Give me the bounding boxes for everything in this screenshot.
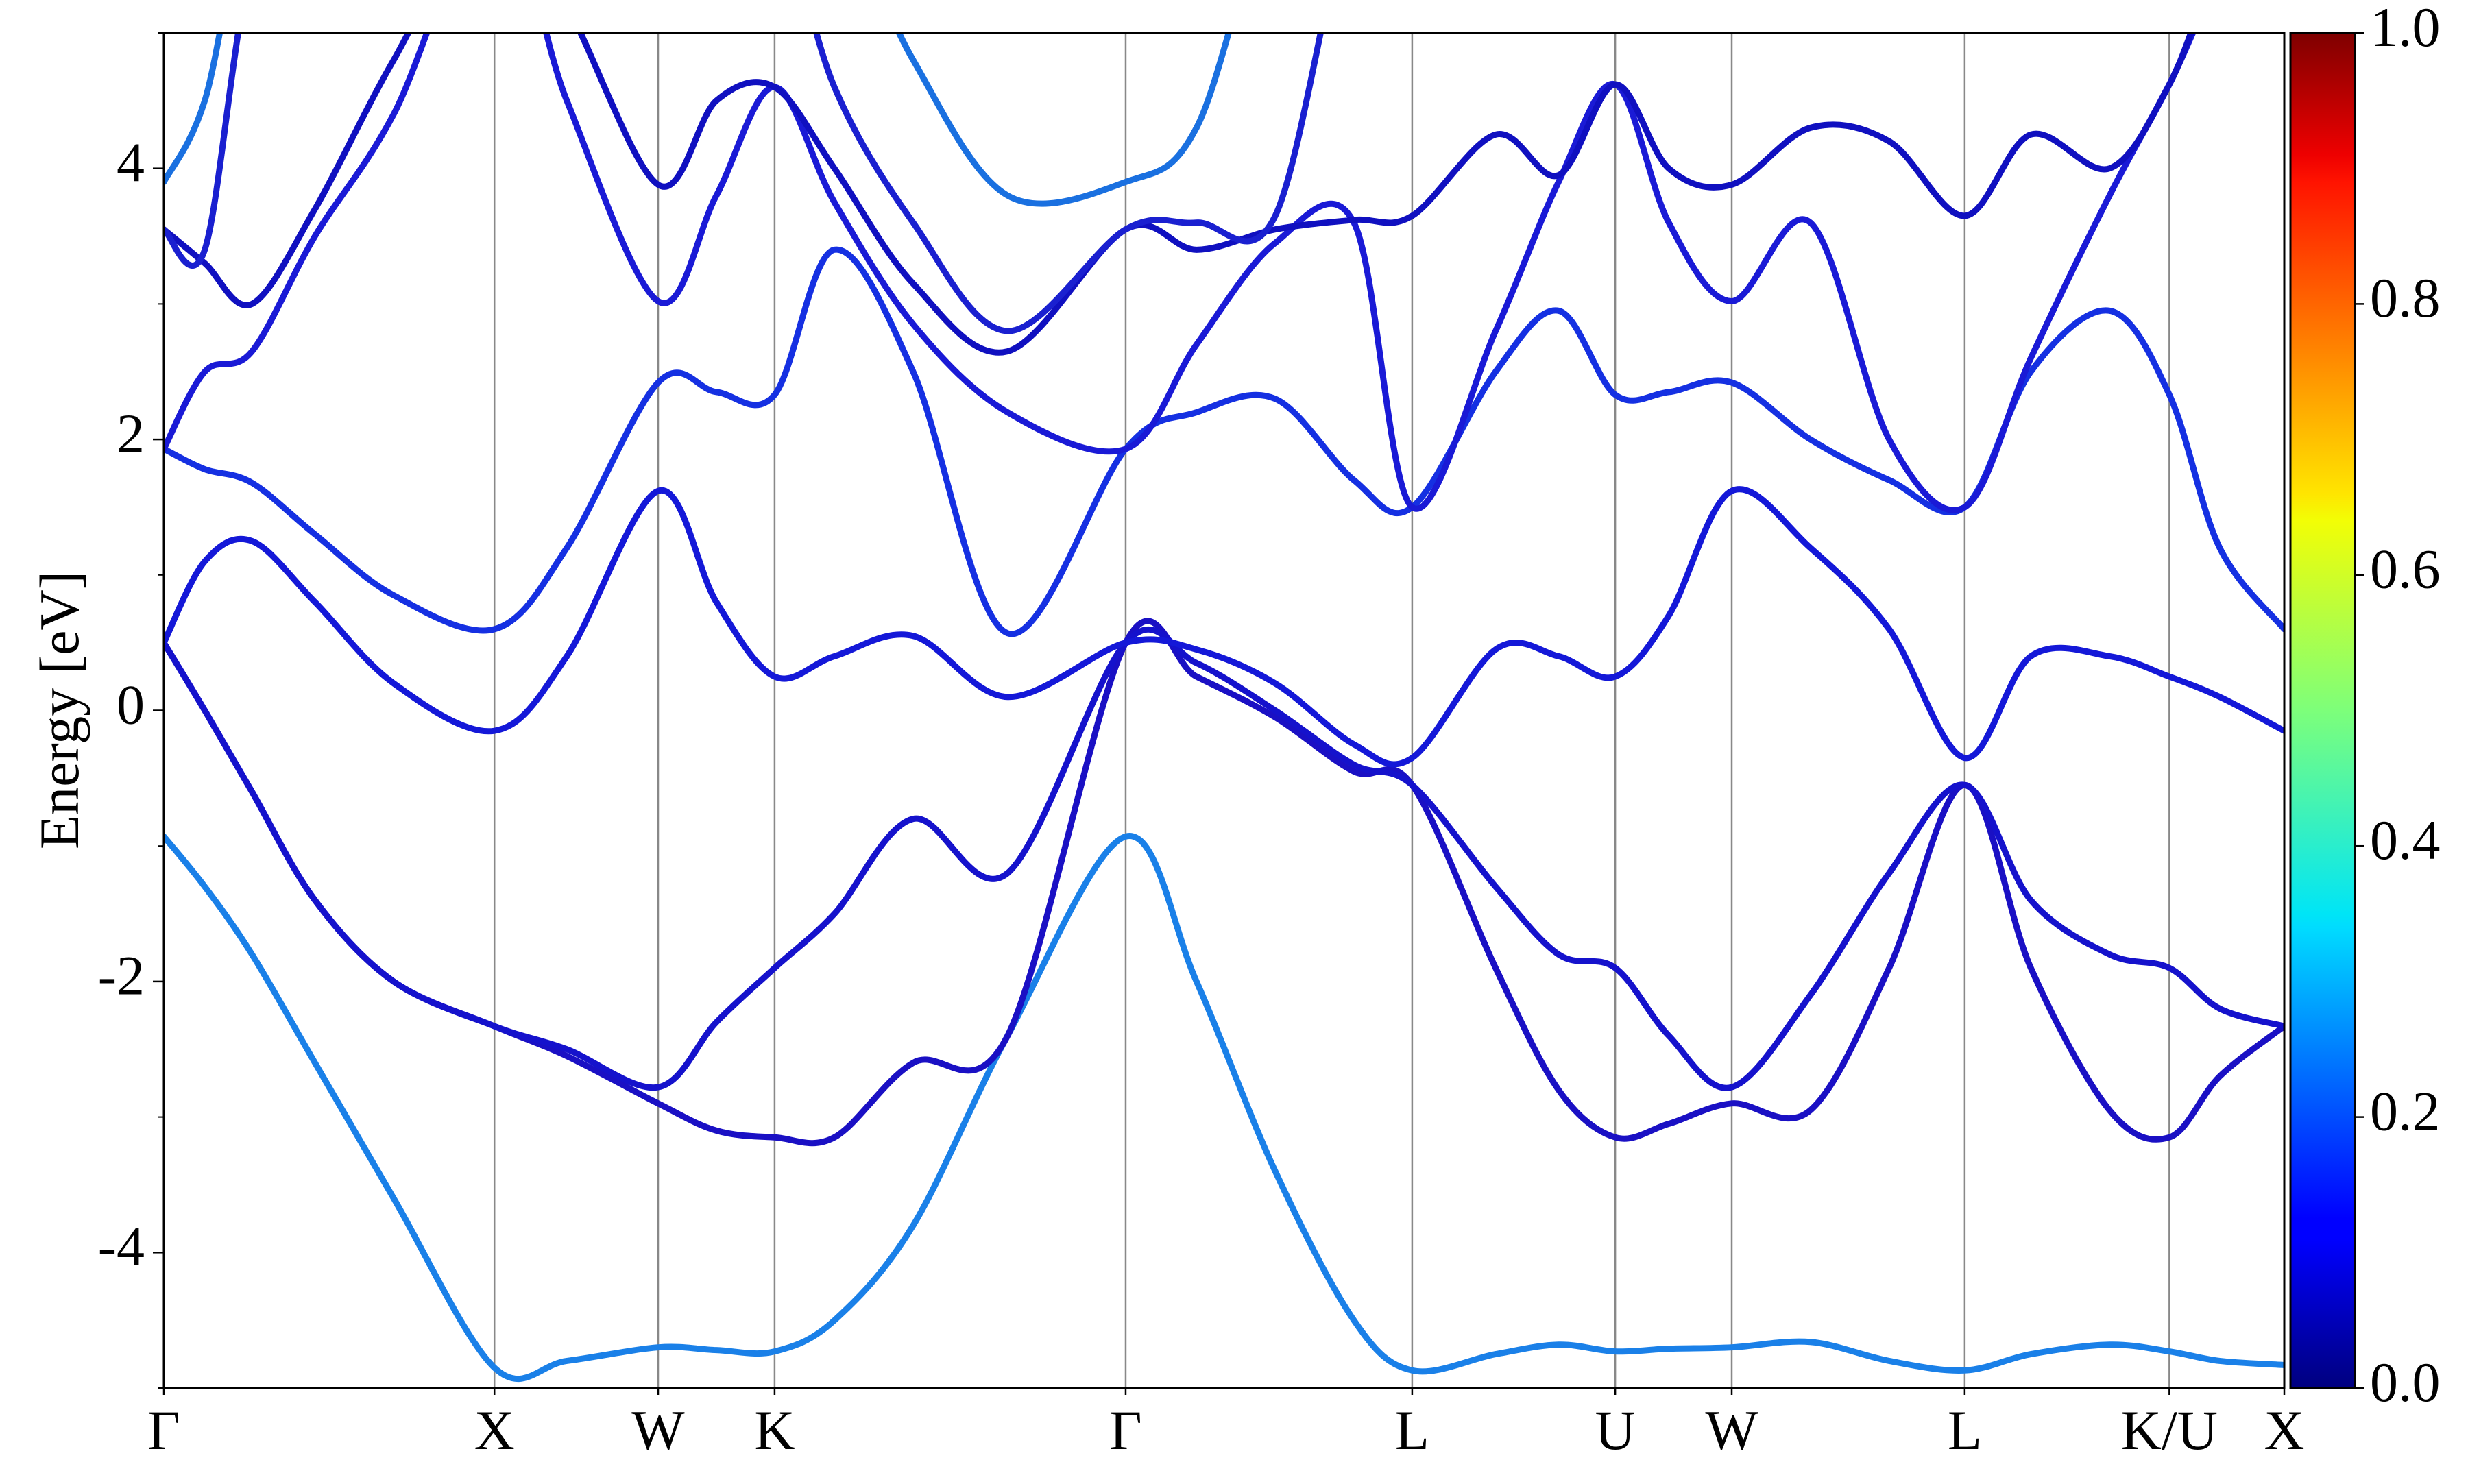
bands [164,33,2284,1383]
colorbar-tick-label: 0.2 [2370,1080,2441,1142]
x-tick-label: K [754,1399,795,1461]
band-line [164,33,2197,513]
x-tick-label: W [631,1399,685,1461]
x-tick-label: X [474,1399,515,1461]
y-tick-label: -4 [98,1215,145,1278]
band-line [164,833,2284,1383]
plot-frame [162,32,2286,1389]
colorbar-tick-label: 0.4 [2370,809,2441,871]
x-tick-label: L [1948,1399,1982,1461]
band-line [164,33,2194,356]
x-tick-label: K/U [2121,1399,2218,1461]
x-tick-label: W [1705,1399,1758,1461]
colorbar-tick-label: 0.8 [2370,267,2441,329]
y-tick-label: -2 [98,945,145,1007]
colorbar-tick-label: 0.0 [2370,1351,2441,1413]
band-line [164,618,2284,1147]
band-line [164,486,2284,768]
x-tick-label: U [1595,1399,1635,1461]
x-tick-label: Γ [1109,1399,1141,1461]
colorbar [2289,32,2356,1389]
band-line [164,33,1324,334]
y-axis-label: Energy [eV] [28,571,90,849]
band-line [164,626,2284,1091]
x-tick-label: X [2264,1399,2304,1461]
y-tick-label: 2 [117,402,145,465]
x-tick-label: Γ [147,1399,180,1461]
colorbar-tick-label: 1.0 [2370,0,2441,58]
y-tick-label: 0 [117,673,145,735]
colorbar-tick-label: 0.6 [2370,538,2441,600]
x-tick-label: L [1395,1399,1429,1461]
band-line [164,33,1232,207]
y-tick-label: 4 [117,132,145,194]
